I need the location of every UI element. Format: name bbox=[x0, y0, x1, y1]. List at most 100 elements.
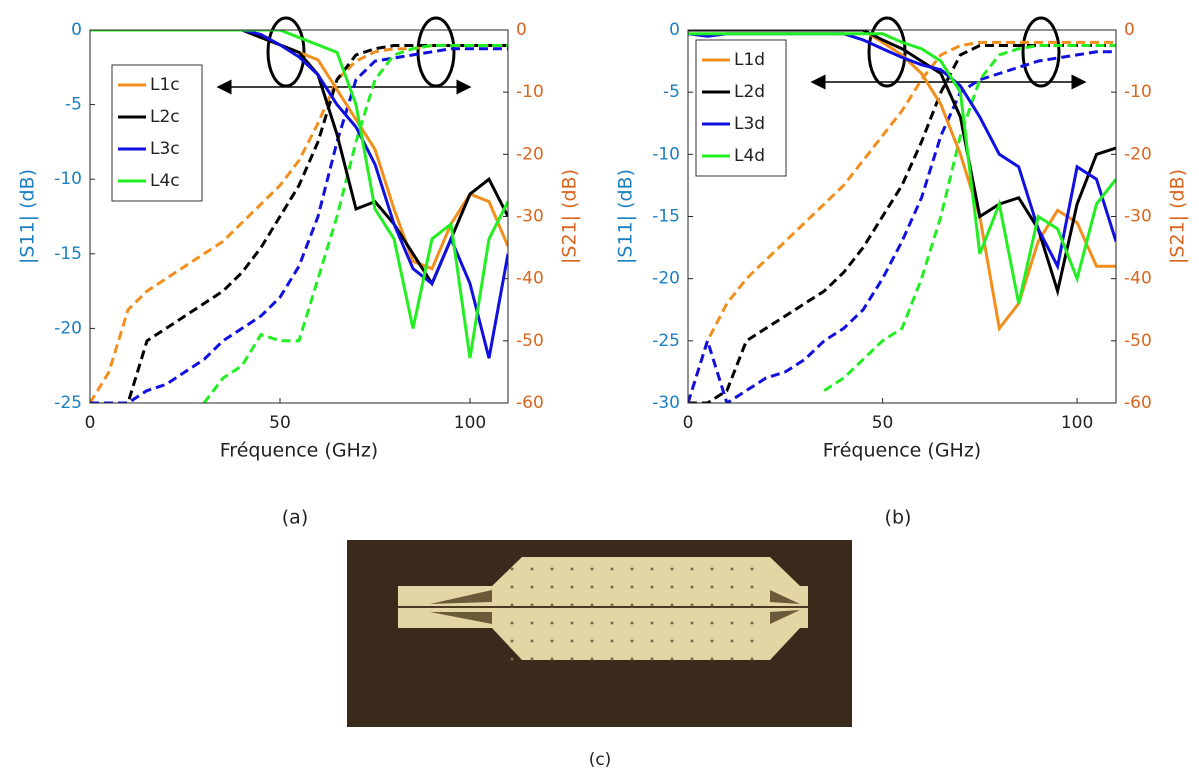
y2-tick-label: 0 bbox=[1124, 20, 1135, 40]
slot bbox=[430, 590, 492, 604]
via bbox=[670, 585, 674, 589]
y-axis-label: |S11| (dB) bbox=[17, 169, 39, 264]
via bbox=[670, 567, 674, 571]
via bbox=[590, 603, 594, 607]
via bbox=[750, 639, 754, 643]
via bbox=[590, 567, 594, 571]
y2-axis-label: |S21| (dB) bbox=[1167, 169, 1189, 264]
slot bbox=[770, 610, 800, 624]
via bbox=[510, 603, 514, 607]
y2-tick-label: -10 bbox=[1124, 82, 1152, 102]
y2-tick-label: -30 bbox=[516, 207, 544, 227]
y-tick-label: 0 bbox=[669, 20, 680, 40]
s21-line bbox=[688, 50, 1116, 403]
arrows bbox=[216, 74, 1087, 95]
y2-tick-label: -20 bbox=[1124, 144, 1152, 164]
slot bbox=[430, 612, 492, 624]
legend-label: L2c bbox=[150, 107, 180, 127]
via bbox=[750, 567, 754, 571]
via bbox=[510, 567, 514, 571]
via bbox=[510, 621, 514, 625]
via bbox=[750, 603, 754, 607]
via bbox=[590, 639, 594, 643]
y2-tick-label: -60 bbox=[1124, 393, 1152, 413]
via bbox=[670, 603, 674, 607]
via bbox=[590, 621, 594, 625]
s21-line bbox=[823, 44, 1116, 392]
via bbox=[630, 621, 634, 625]
via bbox=[550, 567, 554, 571]
via bbox=[570, 567, 574, 571]
legend-box bbox=[695, 39, 787, 177]
via bbox=[650, 585, 654, 589]
y-tick-label: -25 bbox=[54, 393, 82, 413]
x-axis-label: Fréquence (GHz) bbox=[823, 440, 981, 462]
via bbox=[650, 639, 654, 643]
via bbox=[510, 639, 514, 643]
s11-line bbox=[90, 30, 508, 359]
via bbox=[690, 621, 694, 625]
via bbox=[610, 621, 614, 625]
via bbox=[590, 657, 594, 661]
photo bbox=[347, 540, 852, 727]
via bbox=[610, 585, 614, 589]
y-tick-label: -5 bbox=[663, 82, 680, 102]
y-axis-label: |S11| (dB) bbox=[615, 169, 637, 264]
via bbox=[710, 567, 714, 571]
via bbox=[550, 585, 554, 589]
s11-line bbox=[688, 30, 1116, 297]
s21-line bbox=[202, 44, 508, 403]
via bbox=[710, 657, 714, 661]
x-tick-label: 0 bbox=[683, 413, 694, 433]
via bbox=[690, 567, 694, 571]
via bbox=[710, 621, 714, 625]
via bbox=[650, 621, 654, 625]
via bbox=[610, 657, 614, 661]
via bbox=[630, 639, 634, 643]
via bbox=[690, 639, 694, 643]
s11-line bbox=[688, 30, 1116, 332]
via bbox=[670, 639, 674, 643]
y2-tick-label: -30 bbox=[1124, 207, 1152, 227]
legend-label: L3d bbox=[734, 114, 765, 134]
x-tick-label: 0 bbox=[85, 413, 96, 433]
via bbox=[550, 603, 554, 607]
s21-line bbox=[90, 44, 508, 403]
via bbox=[510, 657, 514, 661]
legend-label: L2d bbox=[734, 82, 765, 102]
via bbox=[530, 585, 534, 589]
via bbox=[610, 639, 614, 643]
via bbox=[750, 657, 754, 661]
panel-label: (a) bbox=[282, 507, 308, 529]
via bbox=[670, 621, 674, 625]
via bbox=[650, 603, 654, 607]
x-tick-label: 100 bbox=[1061, 413, 1093, 433]
s21-line bbox=[688, 40, 1116, 403]
y-tick-label: -20 bbox=[652, 269, 680, 289]
legend-label: L1c bbox=[150, 75, 180, 95]
x-tick-label: 100 bbox=[454, 413, 486, 433]
via bbox=[730, 621, 734, 625]
via bbox=[730, 603, 734, 607]
via bbox=[570, 639, 574, 643]
y-tick-label: -15 bbox=[54, 244, 82, 264]
via bbox=[730, 585, 734, 589]
y-tick-label: -10 bbox=[652, 144, 680, 164]
y2-tick-label: -10 bbox=[516, 82, 544, 102]
via bbox=[530, 621, 534, 625]
y-tick-label: -20 bbox=[54, 318, 82, 338]
via bbox=[530, 639, 534, 643]
via bbox=[630, 603, 634, 607]
via bbox=[750, 585, 754, 589]
panel-label: (b) bbox=[885, 507, 912, 529]
y2-tick-label: -40 bbox=[1124, 269, 1152, 289]
via bbox=[710, 639, 714, 643]
via bbox=[730, 657, 734, 661]
via bbox=[690, 657, 694, 661]
via bbox=[510, 585, 514, 589]
plot bbox=[688, 30, 1116, 403]
via bbox=[550, 657, 554, 661]
y2-tick-label: -50 bbox=[1124, 331, 1152, 351]
via bbox=[730, 567, 734, 571]
x-tick-label: 50 bbox=[872, 413, 894, 433]
